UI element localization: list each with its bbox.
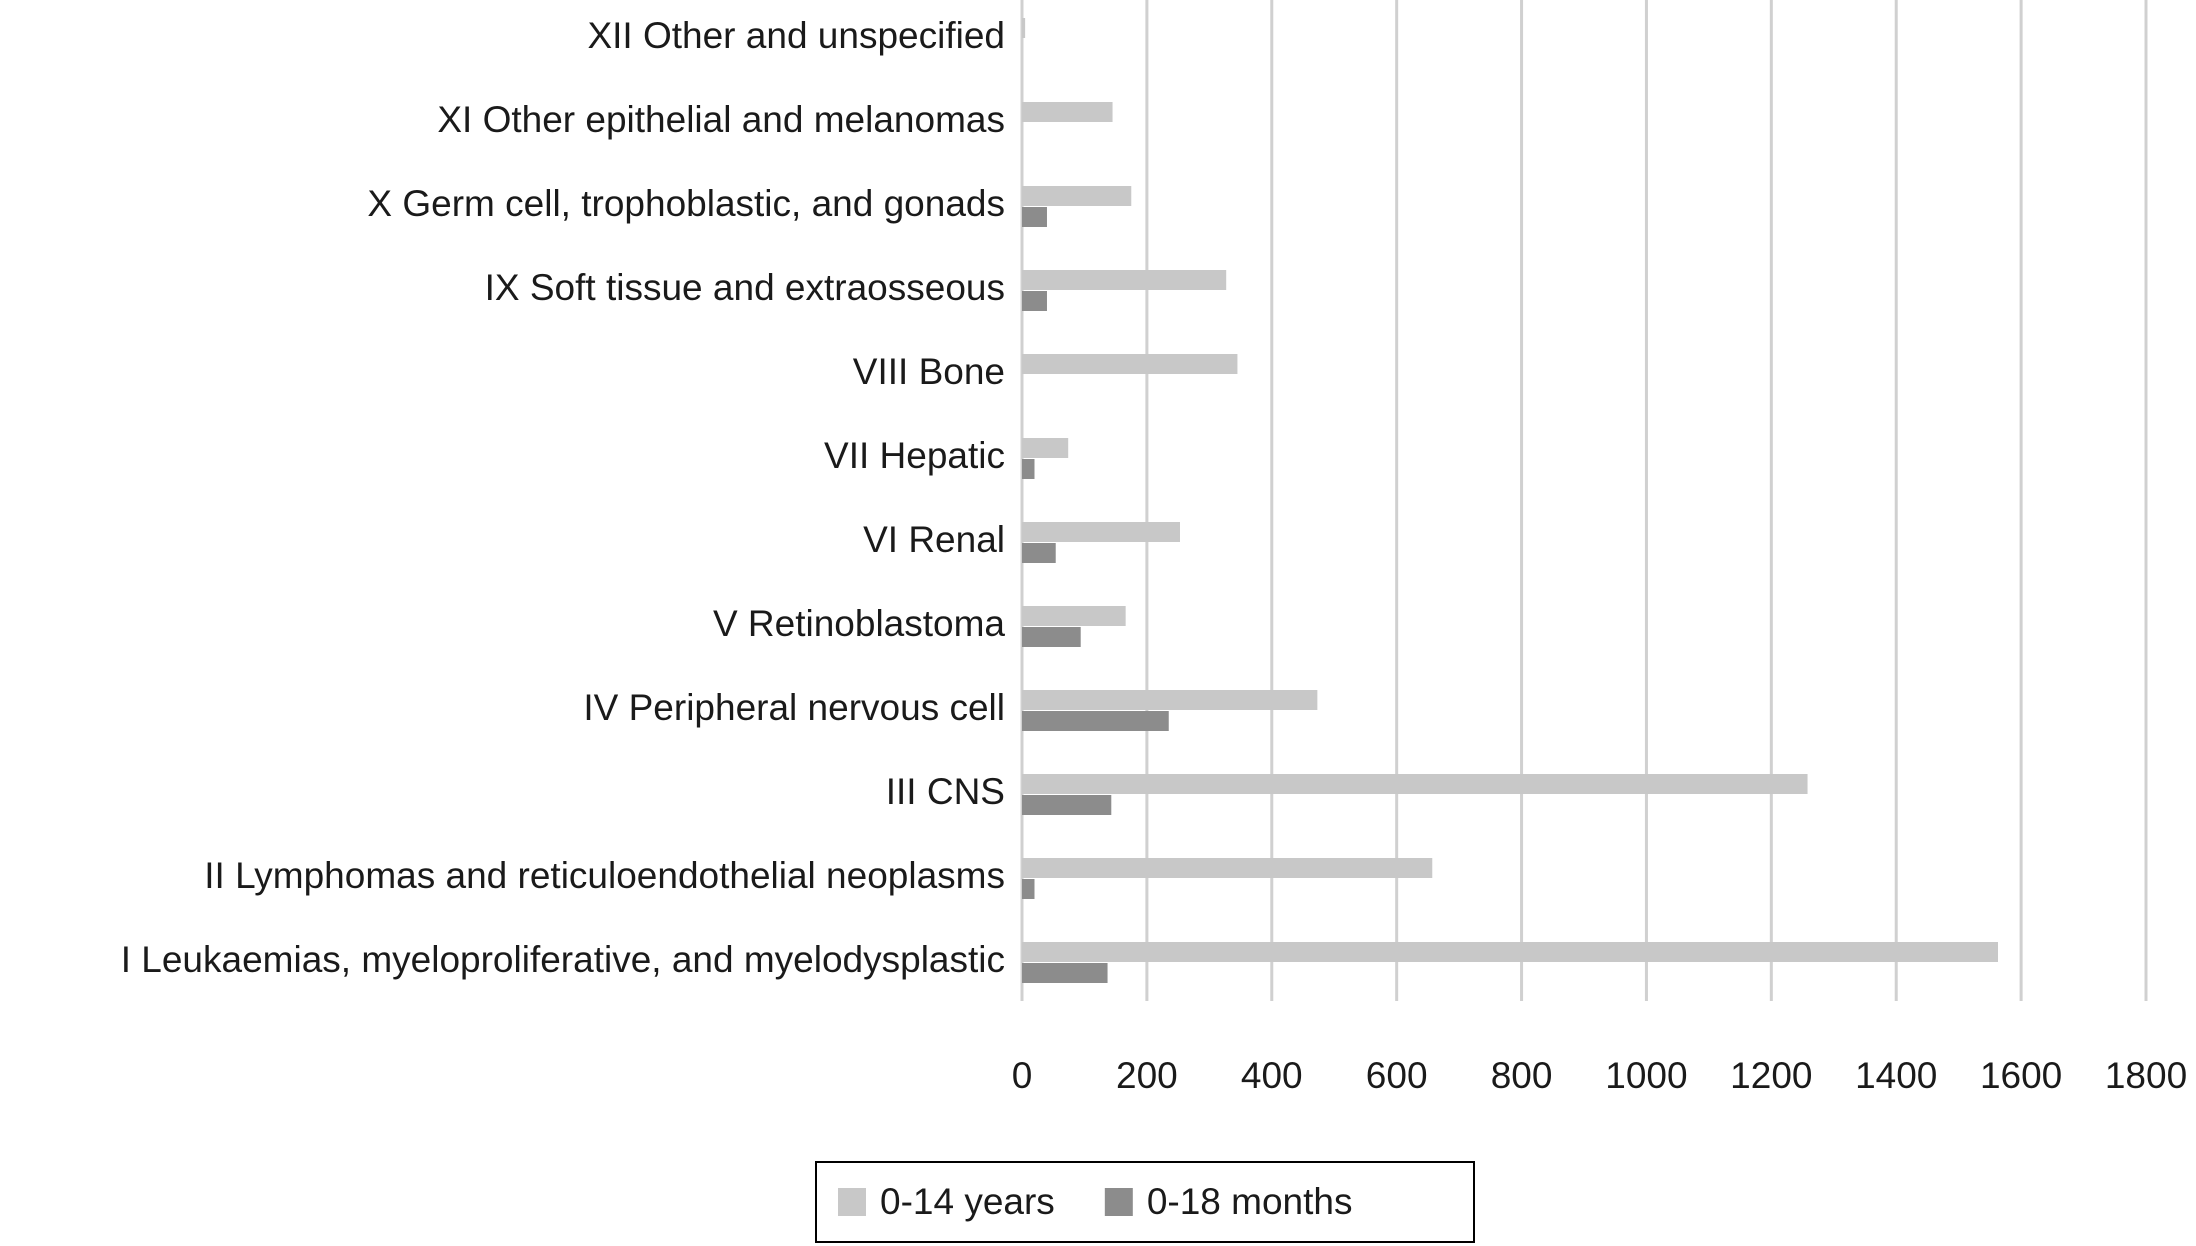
bar [1022,459,1035,479]
bar [1022,879,1035,899]
bar [1022,18,1026,38]
x-tick-label: 1600 [1980,1055,2062,1096]
x-tick-label: 1200 [1730,1055,1812,1096]
legend-box [815,1161,1475,1243]
bar [1022,690,1318,710]
bar [1022,795,1112,815]
x-tick-label: 200 [1116,1055,1178,1096]
x-tick-label: 600 [1366,1055,1428,1096]
y-tick-label: III CNS [886,771,1005,812]
legend-label: 0-18 months [1147,1181,1353,1222]
y-tick-label: XII Other and unspecified [587,15,1005,56]
y-tick-label: XI Other epithelial and melanomas [437,99,1005,140]
x-tick-label: 800 [1491,1055,1553,1096]
bar [1022,627,1081,647]
y-tick-label: VI Renal [863,519,1005,560]
y-tick-label: X Germ cell, trophoblastic, and gonads [367,183,1005,224]
bar [1022,774,1808,794]
legend-swatch [838,1188,866,1216]
bar [1022,270,1227,290]
y-tick-label: VII Hepatic [824,435,1005,476]
bar [1022,942,1999,962]
y-tick-label: I Leukaemias, myeloproliferative, and my… [121,939,1005,980]
y-tick-label: IV Peripheral nervous cell [583,687,1005,728]
bar [1022,858,1433,878]
bar [1022,207,1047,227]
bar [1022,963,1108,983]
legend-label: 0-14 years [880,1181,1055,1222]
bar [1022,606,1126,626]
y-tick-label: II Lymphomas and reticuloendothelial neo… [204,855,1005,896]
x-tick-label: 1400 [1855,1055,1937,1096]
bar [1022,522,1180,542]
bar [1022,291,1047,311]
y-tick-label: IX Soft tissue and extraosseous [485,267,1005,308]
x-tick-label: 1800 [2105,1055,2187,1096]
bar [1022,438,1069,458]
bar [1022,186,1132,206]
x-tick-label: 400 [1241,1055,1303,1096]
y-tick-label: VIII Bone [853,351,1005,392]
bar [1022,354,1238,374]
legend-swatch [1104,1188,1133,1216]
bar [1022,102,1113,122]
x-tick-label: 0 [1012,1055,1033,1096]
y-tick-label: V Retinoblastoma [713,603,1005,644]
bar [1022,543,1056,563]
bar [1022,711,1169,731]
x-tick-label: 1000 [1605,1055,1687,1096]
